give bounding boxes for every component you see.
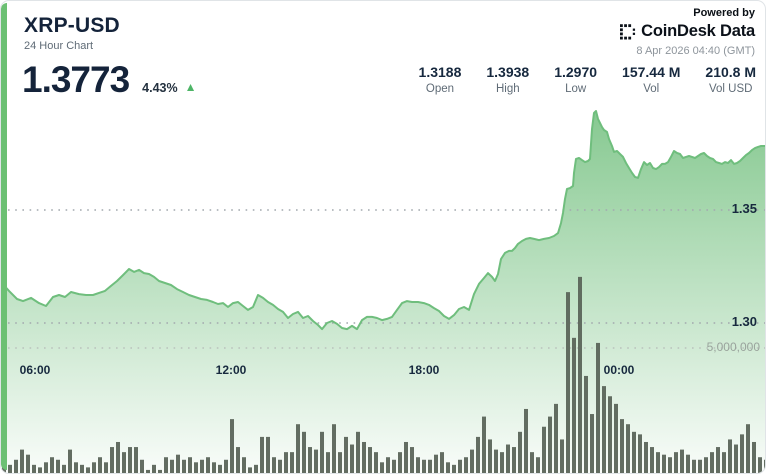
up-triangle-icon: ▲ bbox=[184, 80, 197, 94]
stats-row: 1.3188 Open 1.3938 High 1.2970 Low 157.4… bbox=[419, 64, 756, 95]
stat-vol: 157.44 M Vol bbox=[622, 64, 680, 95]
powered-by-label: Powered by bbox=[693, 7, 755, 19]
current-price: 1.3773 bbox=[22, 59, 130, 100]
symbol-title: XRP-USD bbox=[24, 14, 120, 37]
stat-vol-usd: 210.8 M Vol USD bbox=[705, 64, 756, 95]
stat-label: Vol bbox=[643, 83, 660, 95]
timestamp: 8 Apr 2026 04:40 (GMT) bbox=[636, 45, 755, 57]
coindesk-logo-icon bbox=[620, 23, 636, 40]
stat-low: 1.2970 Low bbox=[554, 64, 597, 95]
price-row: 1.3773 4.43% ▲ bbox=[22, 59, 197, 101]
stat-label: High bbox=[495, 83, 520, 95]
stat-label: Open bbox=[425, 83, 455, 95]
chart-header: XRP-USD 24 Hour Chart 1.3773 4.43% ▲ bbox=[22, 14, 197, 101]
stat-value: 1.3188 bbox=[418, 64, 462, 80]
stat-value: 210.8 M bbox=[705, 64, 756, 80]
chart-subtitle: 24 Hour Chart bbox=[24, 40, 94, 52]
stat-value: 1.3938 bbox=[486, 64, 530, 80]
branding-block: Powered by CoinDesk Data 8 Apr 2026 04:4… bbox=[620, 7, 755, 57]
stat-open: 1.3188 Open bbox=[419, 64, 462, 95]
stat-value: 157.44 M bbox=[622, 64, 681, 80]
stat-value: 1.2970 bbox=[554, 64, 598, 80]
coindesk-logo[interactable]: CoinDesk Data bbox=[620, 22, 755, 41]
change-percent: 4.43% bbox=[142, 81, 178, 95]
stat-label: Low bbox=[565, 83, 587, 95]
stat-label: Vol USD bbox=[708, 83, 753, 95]
stat-high: 1.3938 High bbox=[486, 64, 529, 95]
left-accent-bar bbox=[1, 3, 7, 470]
coindesk-logo-text: CoinDesk Data bbox=[641, 22, 755, 40]
